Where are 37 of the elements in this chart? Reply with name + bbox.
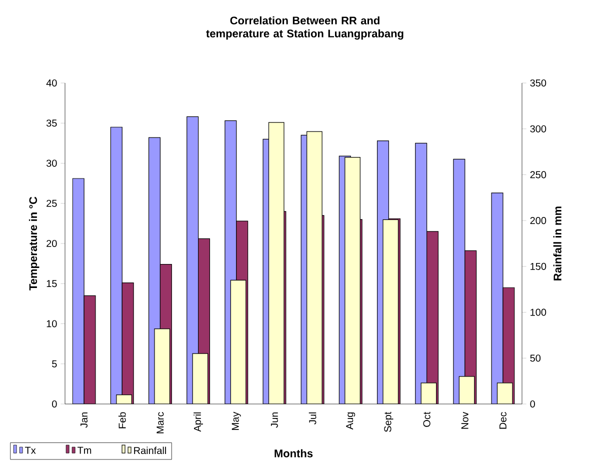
chart-title: Correlation Between RR and temperature at Station Luangprabang	[206, 16, 404, 40]
legend-label: Tm	[78, 446, 92, 454]
y-tick-label: 40	[46, 79, 57, 87]
x-tick-label: Jul	[308, 412, 316, 424]
x-tick-label: Dec	[499, 412, 506, 429]
x-axis-title: Months	[274, 449, 313, 458]
y2-tick-label: 200	[530, 217, 546, 224]
x-tick-label: Jun	[270, 412, 278, 428]
y-tick-label: 0	[52, 400, 57, 408]
bar	[72, 178, 84, 404]
x-tick-label: Feb	[118, 412, 126, 428]
x-tick-label: Oct	[423, 412, 430, 427]
y-tick-label: 15	[46, 280, 57, 288]
y2-tick-label: 300	[530, 125, 546, 132]
y2-tick-label: 100	[530, 308, 546, 316]
x-tick-label: Jan	[80, 412, 88, 428]
y2-tick-label: 250	[530, 171, 546, 178]
y-tick-label: 20	[46, 240, 57, 248]
x-tick-label: Nov	[461, 412, 468, 429]
legend-label: Tx	[24, 446, 36, 454]
y-tick-label: 10	[46, 320, 57, 328]
y2-tick-label: 50	[530, 354, 541, 362]
x-tick-label: Aug	[346, 412, 356, 430]
legend-label: Rainfall	[134, 446, 166, 454]
y2-tick-label: 0	[530, 400, 535, 408]
y-tick-label: 30	[46, 160, 57, 167]
y2-axis-title: Rainfall in mm	[553, 206, 562, 280]
y-tick-label: 25	[46, 200, 57, 207]
y-tick-label: 35	[46, 120, 57, 127]
x-tick-label: Sept	[384, 412, 394, 432]
y-tick-label: 5	[52, 360, 57, 368]
y-axis-title: Temperature in °C	[28, 196, 40, 290]
x-tick-label: April	[194, 412, 203, 432]
y2-tick-label: 350	[530, 79, 546, 87]
x-tick-label: Marc	[156, 412, 164, 434]
y2-tick-label: 150	[530, 262, 546, 270]
x-tick-label: May	[232, 412, 241, 430]
